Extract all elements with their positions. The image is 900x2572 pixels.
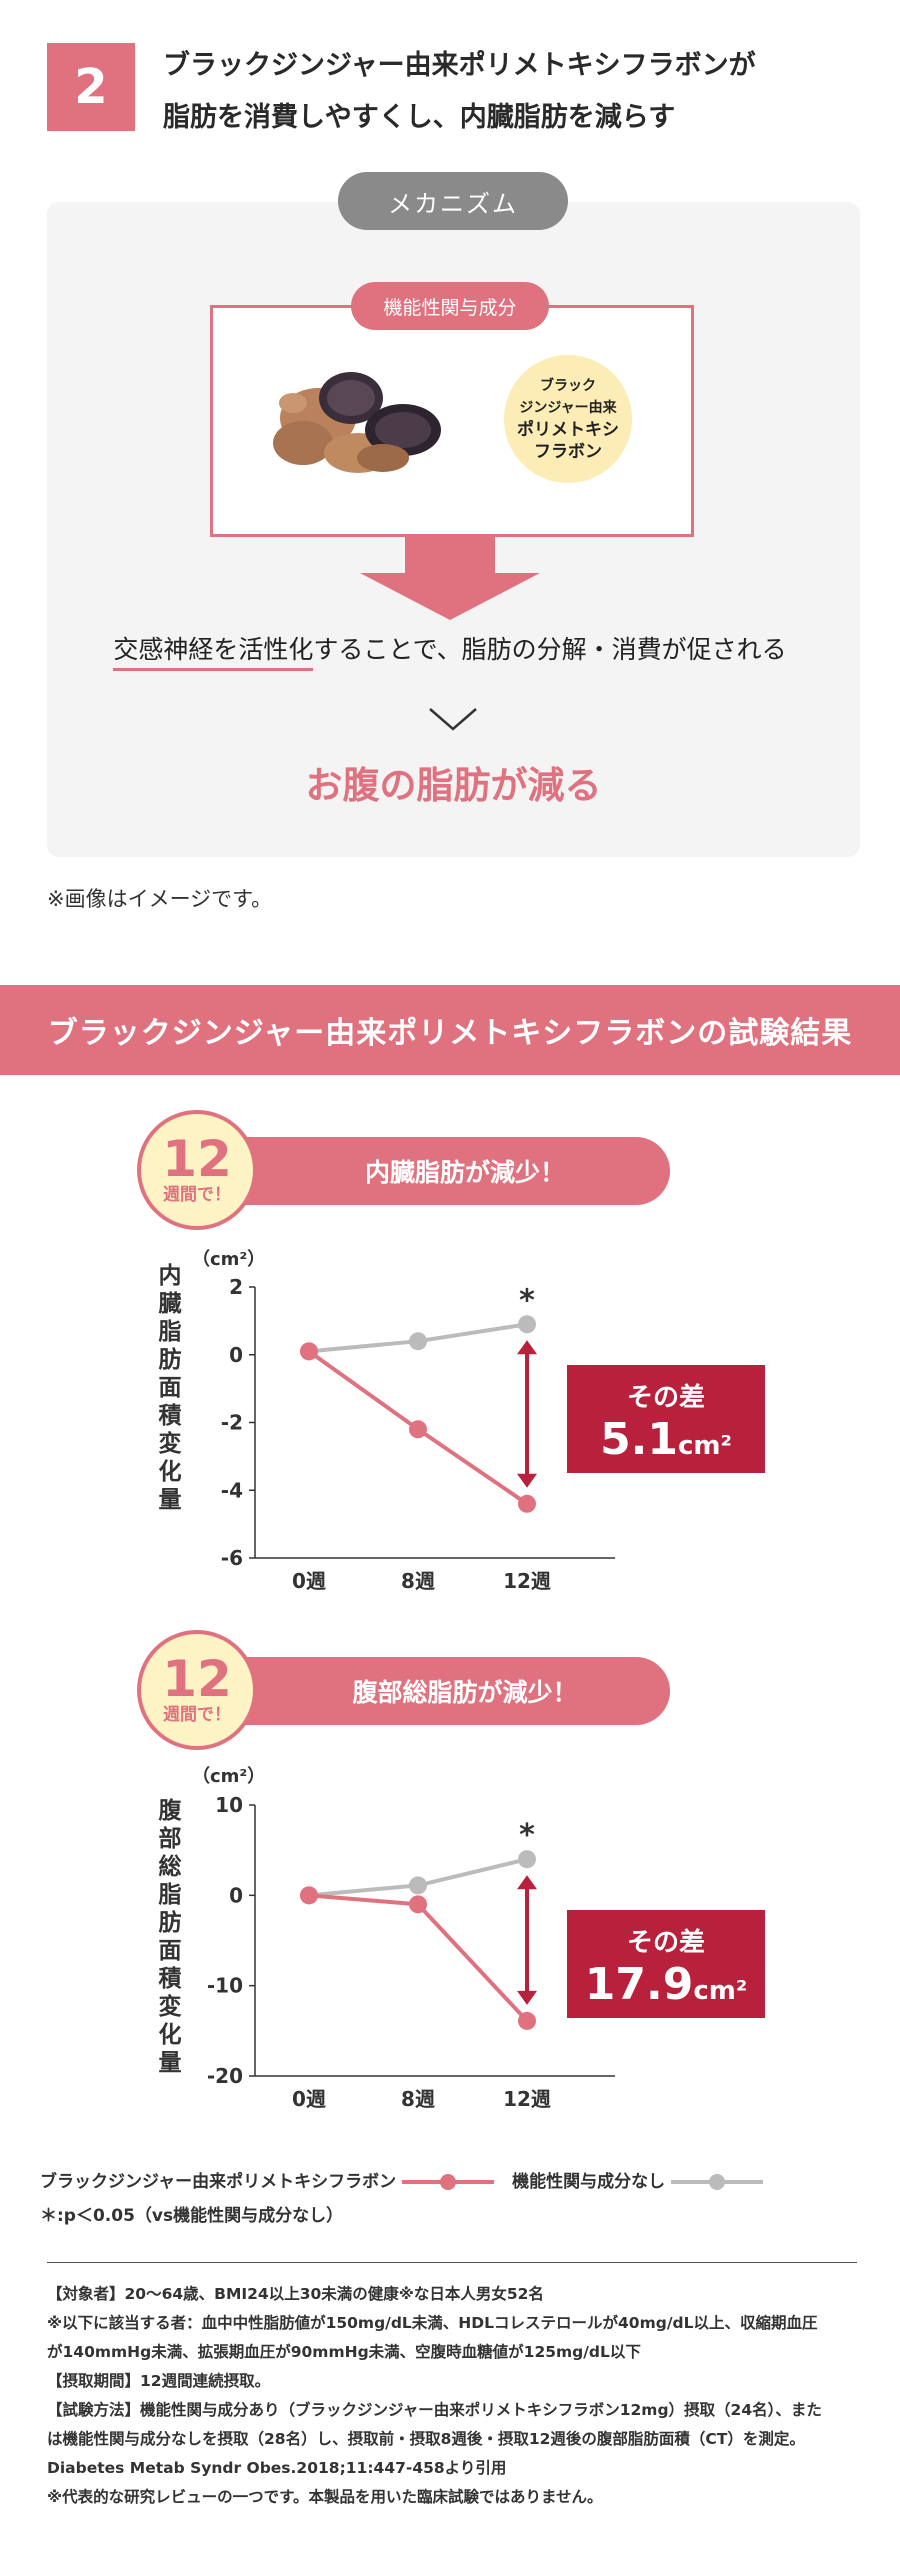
data-point-1 [518, 2011, 536, 2030]
significance-mark: * [519, 1818, 535, 1853]
section-number-badge: 2 [47, 43, 135, 131]
significance-mark: * [519, 1283, 535, 1318]
chart2-difference-value-row: 17.9cm² [567, 1959, 765, 2010]
arrow-up-icon [517, 1340, 537, 1355]
chart1-difference-label: その差 [626, 1383, 705, 1413]
chart1-difference-unit: cm² [678, 1431, 732, 1461]
y-tick-label: 2 [229, 1275, 243, 1299]
mechanism-description: 交感神経を活性化することで、脂肪の分解・消費が促される [80, 630, 820, 671]
image-note: ※画像はイメージです。 [47, 887, 273, 911]
legend-row: ブラックジンジャー由来ポリメトキシフラボン 機能性関与成分なし [40, 2165, 764, 2199]
arrow-down-icon [517, 1473, 537, 1488]
weeks-badge-1: 12 週間で！ [137, 1110, 257, 1230]
y-tick-label: 10 [215, 1793, 243, 1817]
chart1-title-bar: 内臓脂肪が減少！ [200, 1137, 670, 1205]
chart1-unit: （cm²） [192, 1249, 266, 1270]
data-point-2 [518, 1850, 536, 1869]
legend-pvalue: ＊:p＜0.05（vs機能性関与成分なし） [40, 2206, 344, 2226]
data-point-1 [518, 1494, 536, 1513]
data-point-1 [409, 1420, 427, 1439]
footnote-line: ※以下に該当する者：血中中性脂肪値が150mg/dL未満、HDLコレステロールが… [47, 2314, 818, 2332]
chart2-difference-value: 17.9 [584, 1959, 694, 2010]
weeks-badge-number: 12 [162, 1650, 232, 1708]
footnote-line: は機能性関与成分なしを摂取（28名）し、摂取前・摂取8週後・摂取12週後の腹部脂… [47, 2430, 805, 2448]
chart2-svg: 10 0 -10 -20 0週 8週 12週 * [207, 1793, 615, 2110]
chart1-difference-value-row: 5.1cm² [567, 1414, 765, 1465]
divider [47, 2262, 857, 2263]
x-tick-label: 8週 [401, 2087, 435, 2110]
chart1-svg: 2 0 -2 -4 -6 0週 8週 12週 * [221, 1275, 615, 1592]
section-title-line1: ブラックジンジャー由来ポリメトキシフラボンが [163, 50, 756, 81]
footnote-line: 【対象者】20～64歳、BMI24以上30未満の健康※な日本人男女52名 [47, 2285, 544, 2303]
black-ginger-image [273, 372, 441, 473]
chart2-title-bar: 腹部総脂肪が減少！ [200, 1657, 670, 1725]
data-point-1 [300, 1342, 318, 1361]
arrow-up-icon [517, 1875, 537, 1890]
circle-line-1: ブラック [540, 378, 596, 394]
mechanism-result: お腹の脂肪が減る [305, 764, 602, 807]
chart2-difference-unit: cm² [693, 1976, 748, 2006]
y-tick-label: 0 [229, 1343, 243, 1367]
footnote-line: Diabetes Metab Syndr Obes.2018;11:447-45… [47, 2459, 507, 2477]
chart-legend: ブラックジンジャー由来ポリメトキシフラボン 機能性関与成分なし ＊:p＜0.05… [40, 2165, 764, 2233]
circle-line-4: フラボン [534, 442, 602, 462]
y-tick-label: 0 [229, 1883, 243, 1907]
weeks-badge-2: 12 週間で！ [137, 1630, 257, 1750]
down-arrow-icon [360, 535, 540, 620]
data-point-1 [409, 1895, 427, 1914]
chevron-down-icon [429, 708, 477, 731]
legend-series2-marker [671, 2174, 764, 2190]
x-tick-label: 0週 [292, 2087, 326, 2110]
data-point-2 [409, 1876, 427, 1895]
mechanism-underlined-text: 交感神経を活性化 [113, 635, 314, 671]
mechanism-label: メカニズム [338, 172, 568, 230]
chart1-difference-value: 5.1 [600, 1414, 679, 1465]
mechanism-rest-text: することで、脂肪の分解・消費が促される [313, 635, 787, 664]
circle-line-2: ジンジャー由来 [519, 400, 617, 416]
section-title-line2: 脂肪を消費しやすくし、内臓脂肪を減らす [163, 102, 676, 133]
footnote-line: 【摂取期間】12週間連続摂取。 [47, 2372, 271, 2390]
legend-series1-marker [402, 2174, 495, 2190]
y-tick-label: -4 [221, 1478, 243, 1502]
footnote-line: 【試験方法】機能性関与成分あり（ブラックジンジャー由来ポリメトキシフラボン12m… [47, 2401, 822, 2419]
arrow-down-icon [517, 1990, 537, 2005]
functional-ingredient-label: 機能性関与成分 [351, 282, 549, 330]
section-title: ブラックジンジャー由来ポリメトキシフラボンが 脂肪を消費しやすくし、内臓脂肪を減… [163, 40, 756, 144]
y-tick-label: -2 [221, 1411, 243, 1435]
legend-series1-label: ブラックジンジャー由来ポリメトキシフラボン [40, 2172, 397, 2192]
chart1-y-label: 内臓脂肪面積 変化量 [158, 1263, 182, 1513]
footnote-line: が140mmHg未満、拡張期血圧が90mmHg未満、空腹時血糖値が125mg/d… [47, 2343, 641, 2361]
footnote-line: ※代表的な研究レビューの一つです。本製品を用いた臨床試験ではありません。 [47, 2488, 603, 2506]
weeks-badge-text: 週間で！ [163, 1705, 231, 1725]
chart2-difference-label: その差 [626, 1928, 705, 1958]
y-tick-label: -20 [207, 2064, 243, 2088]
weeks-badge-number: 12 [162, 1130, 232, 1188]
chart2-y-label: 腹部総脂肪面積 変化量 [158, 1798, 182, 2076]
x-tick-label: 12週 [503, 2087, 551, 2110]
ingredient-circle: ブラック ジンジャー由来 ポリメトキシ フラボン [504, 355, 632, 483]
x-tick-label: 8週 [401, 1569, 435, 1592]
y-tick-label: -6 [221, 1546, 243, 1570]
chart2-difference-box: その差 17.9cm² [567, 1910, 765, 2018]
chart2-unit: （cm²） [192, 1766, 266, 1787]
results-title-band: ブラックジンジャー由来ポリメトキシフラボンの試験結果 [0, 985, 900, 1075]
x-tick-label: 12週 [503, 1569, 551, 1592]
legend-series2-label: 機能性関与成分なし [512, 2172, 666, 2192]
weeks-badge-text: 週間で！ [163, 1185, 231, 1205]
series-line-1 [308, 1893, 529, 2023]
data-point-2 [409, 1332, 427, 1351]
y-tick-label: -10 [207, 1974, 243, 1998]
data-point-1 [300, 1886, 318, 1905]
chart1-difference-box: その差 5.1cm² [567, 1365, 765, 1473]
x-tick-label: 0週 [292, 1569, 326, 1592]
data-point-2 [518, 1315, 536, 1334]
circle-line-3: ポリメトキシ [517, 420, 619, 440]
footnotes: 【対象者】20～64歳、BMI24以上30未満の健康※な日本人男女52名 ※以下… [47, 2280, 867, 2512]
